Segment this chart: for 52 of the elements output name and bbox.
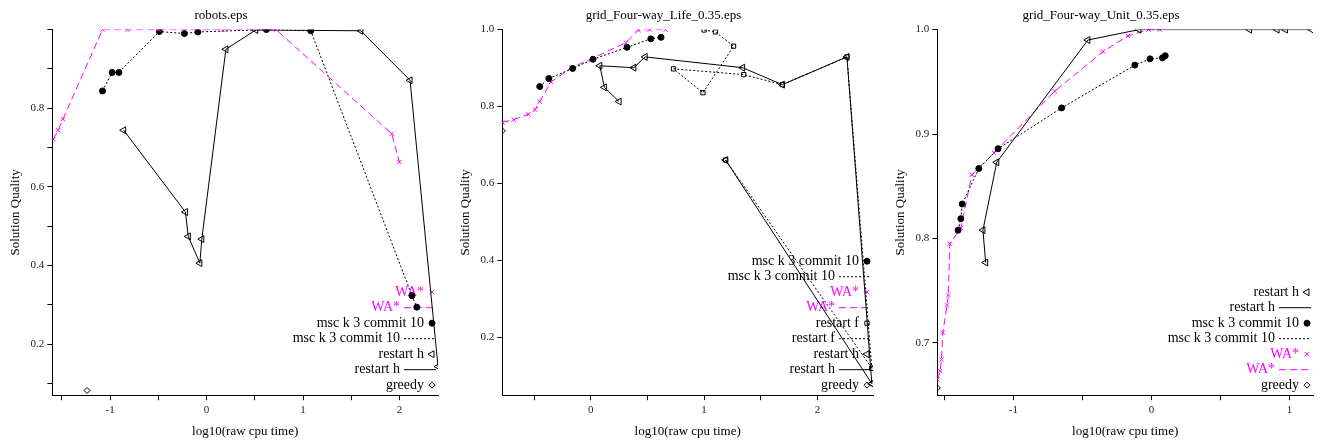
text: msc k 3 commit 10 (1167, 330, 1275, 346)
x-tick-label: 1 (701, 402, 707, 415)
x-tick-label: 1 (300, 402, 306, 415)
x-axis-title: log10(raw cpu time) (192, 422, 299, 438)
y-tick-label: 0.4 (480, 253, 495, 266)
x-tick-label: -1 (105, 402, 115, 415)
y-tick-label: 0.2 (480, 330, 495, 343)
text: restart h (789, 361, 835, 377)
y-tick-label: 0.7 (915, 335, 930, 348)
legend-label: greedy (1260, 376, 1299, 392)
legend-label: restart h (378, 345, 424, 361)
chart-title: grid_Four-way_Life_0.35.eps (585, 7, 742, 23)
chart-title: grid_Four-way_Unit_0.35.eps (1022, 7, 1180, 23)
x-tick-label: 0 (203, 402, 210, 415)
legend-label: msc k 3 commit 10 (316, 314, 424, 330)
legend-label: WA* (395, 283, 424, 299)
y-axis-title: Solution Quality (457, 168, 473, 256)
legend-label: greedy (385, 376, 424, 392)
y-tick-label: 0.8 (480, 99, 495, 112)
y-tick-label: 0.9 (915, 126, 930, 139)
legend-label: greedy (820, 376, 859, 392)
x-axis-title: log10(raw cpu time) (634, 422, 741, 438)
y-tick-label: 1.0 (915, 22, 930, 35)
legend-label: WA* (1246, 361, 1275, 377)
x-tick-label: 0 (1148, 402, 1155, 415)
text: WA* (371, 299, 400, 315)
x-axis-title: log10(raw cpu time) (1072, 422, 1179, 438)
y-axis-title: Solution Quality (7, 168, 23, 256)
y-tick-label: 0.4 (30, 258, 45, 271)
y-tick-label: 0.8 (915, 231, 930, 244)
text: restart f (791, 330, 835, 346)
legend-label: msc k 3 commit 10 (1191, 314, 1299, 330)
legend-label: WA* (806, 299, 835, 315)
legend-label: restart h (813, 345, 859, 361)
y-tick-label: 0.8 (30, 101, 45, 114)
x-tick-label: 2 (396, 402, 403, 415)
legend-label: restart h (1253, 283, 1299, 299)
y-tick-label: 0.2 (30, 336, 45, 349)
y-axis-title: Solution Quality (892, 168, 908, 256)
x-tick-label: 0 (588, 402, 595, 415)
text: restart h (1229, 299, 1275, 315)
x-tick-label: -1 (1008, 402, 1018, 415)
y-tick-label: 1.0 (480, 22, 495, 35)
y-tick-label: 0.6 (30, 179, 45, 192)
y-tick-label: 0.6 (480, 176, 495, 189)
chart-title: robots.eps (194, 7, 248, 23)
text: msc k 3 commit 10 (292, 330, 400, 346)
x-tick-label: 1 (1286, 402, 1293, 415)
text: WA* (1270, 345, 1299, 361)
text: restart h (354, 361, 400, 377)
text: WA* (830, 283, 859, 299)
x-tick-label: 2 (814, 402, 821, 415)
